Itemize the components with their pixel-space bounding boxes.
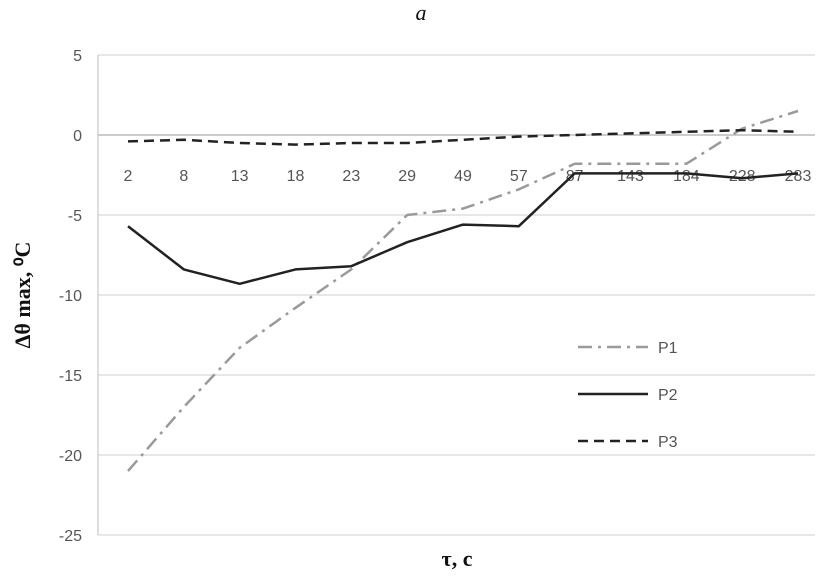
x-tick-label: 87: [566, 168, 584, 185]
x-tick-labels: 2 8 13 18 23 29 49 57 87 143 184 228 283: [124, 168, 812, 185]
gridlines: [98, 54, 815, 536]
y-tick-label: 0: [73, 128, 82, 145]
y-tick-label: -5: [68, 208, 82, 225]
x-tick-label: 49: [454, 168, 472, 185]
legend-label-p1: P1: [658, 340, 678, 357]
y-axis-title: Δθ max, ⁰C: [10, 242, 35, 349]
x-tick-label: 23: [342, 168, 360, 185]
x-tick-label: 143: [617, 168, 644, 185]
series-line-p1: [127, 109, 799, 472]
legend-label-p3: P3: [658, 434, 678, 451]
y-tick-labels: 5 0 -5 -10 -15 -20 -25: [59, 48, 82, 545]
x-axis-title: τ, c: [442, 546, 473, 571]
legend-label-p2: P2: [658, 387, 678, 404]
x-tick-label: 283: [785, 168, 812, 185]
x-tick-label: 13: [231, 168, 249, 185]
series-line-p2: [127, 172, 799, 286]
y-tick-label: -15: [59, 368, 82, 385]
x-tick-label: 57: [510, 168, 528, 185]
y-tick-label: -25: [59, 528, 82, 545]
y-tick-label: -20: [59, 448, 82, 465]
x-tick-label: 228: [729, 168, 756, 185]
legend: P1 P2 P3: [578, 340, 678, 451]
series-lines: [127, 109, 799, 472]
series-line-p3: [127, 128, 799, 146]
x-tick-label: 8: [179, 168, 188, 185]
panel-label: a: [416, 0, 427, 25]
y-tick-label: -10: [59, 288, 82, 305]
x-tick-label: 184: [673, 168, 700, 185]
x-tick-label: 29: [398, 168, 416, 185]
x-tick-label: 18: [287, 168, 305, 185]
y-tick-label: 5: [73, 48, 82, 65]
x-tick-label: 2: [124, 168, 133, 185]
